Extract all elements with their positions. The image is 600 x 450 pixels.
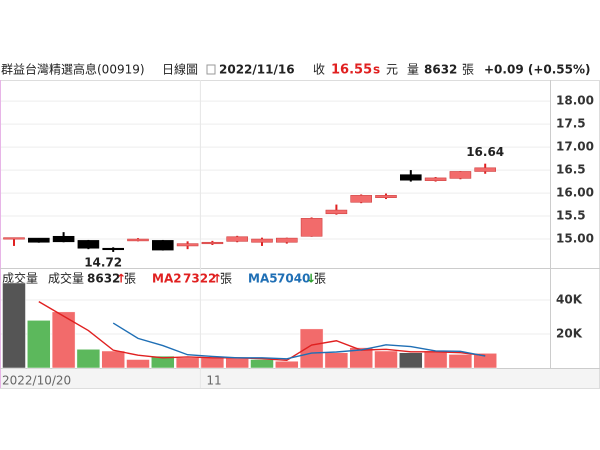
candle-body — [424, 177, 447, 181]
y-tick-label: 40K — [556, 292, 583, 306]
y-tick-label: 17.00 — [556, 140, 594, 154]
legend-unit: 張 — [220, 272, 232, 286]
volume-bar — [151, 355, 175, 369]
close-suffix: s — [373, 63, 380, 77]
volume-bar — [225, 357, 249, 369]
candle-body — [399, 174, 422, 181]
candle-body — [275, 237, 298, 243]
candle-body — [449, 171, 472, 179]
chart-label: 日線圖 — [162, 62, 198, 77]
y-tick-label: 16.5 — [556, 163, 586, 177]
legend-value: 7322 — [183, 272, 216, 286]
volume-value: 8632 — [424, 63, 457, 77]
legend-value: 8632 — [87, 272, 120, 286]
volume-bar — [76, 349, 101, 369]
volume-bar — [175, 357, 200, 369]
high-label: 16.64 — [466, 145, 504, 159]
candle-body — [77, 240, 100, 249]
candle-body — [251, 238, 273, 243]
icon — [206, 64, 216, 75]
close-label: 收 — [313, 63, 325, 77]
ma-line — [112, 322, 486, 360]
legend-value: 7040 — [277, 272, 310, 286]
y-tick-label: 15.5 — [556, 209, 586, 223]
legend-name: MA2 — [152, 272, 182, 286]
x-tick-label: 11 — [206, 374, 221, 388]
volume-bar — [51, 311, 76, 369]
legend-unit: 張 — [314, 272, 326, 286]
candle-body — [176, 243, 199, 247]
candle-body — [52, 235, 75, 243]
candle-body — [201, 241, 224, 245]
volume-bar — [374, 350, 398, 369]
candle-body — [375, 195, 397, 198]
x-tick-label: 2022/10/20 — [2, 374, 71, 388]
volume-label: 量 — [407, 63, 419, 77]
y-tick-label: 18.00 — [556, 94, 594, 108]
close-value: 16.55 — [331, 63, 372, 78]
y-tick-label: 20K — [556, 326, 583, 340]
candle-body — [325, 209, 348, 215]
stock-title: 群益台灣精選高息(00919) — [1, 62, 145, 77]
volume-bar — [448, 354, 473, 369]
legend-arrow: ↑ — [116, 272, 126, 286]
volume-bar — [2, 282, 26, 369]
legend-name: 成交量 — [48, 271, 84, 286]
candle-body — [474, 167, 497, 172]
candle-body — [226, 236, 248, 242]
candle-body — [350, 195, 373, 203]
volume-bar — [275, 360, 299, 369]
volume-bar — [473, 353, 497, 369]
volume-bar — [399, 352, 423, 369]
y-tick-label: 15.00 — [556, 232, 594, 246]
volume-unit: 張 — [462, 63, 474, 77]
candle-body — [152, 240, 174, 251]
legend-unit: 張 — [124, 272, 136, 286]
volume-bar — [324, 352, 349, 369]
volume-bar — [349, 347, 373, 369]
volume-bar — [250, 359, 274, 369]
panel-label: 成交量 — [2, 271, 38, 286]
volume-bar — [200, 357, 225, 369]
candle-body — [102, 247, 124, 251]
candle-body — [127, 238, 149, 242]
ma-line — [38, 301, 486, 362]
volume-bar — [126, 359, 150, 369]
volume-bar — [101, 350, 125, 369]
candle-body — [27, 237, 50, 243]
date: 2022/11/16 — [219, 63, 295, 77]
unit: 元 — [386, 63, 398, 77]
low-label: 14.72 — [84, 255, 122, 269]
legend-arrow: ↓ — [306, 272, 316, 286]
legend-name: MA5 — [248, 272, 278, 286]
volume-bar — [423, 350, 448, 369]
y-tick-label: 17.5 — [556, 117, 586, 131]
candle-body — [300, 218, 323, 237]
candle-body — [3, 237, 25, 240]
change: +0.09 (+0.55%) — [484, 63, 591, 77]
volume-bar — [299, 328, 324, 369]
y-tick-label: 16.00 — [556, 186, 594, 200]
volume-bar — [27, 320, 51, 369]
date-band — [1, 369, 599, 388]
legend-arrow: ↑ — [212, 272, 222, 286]
